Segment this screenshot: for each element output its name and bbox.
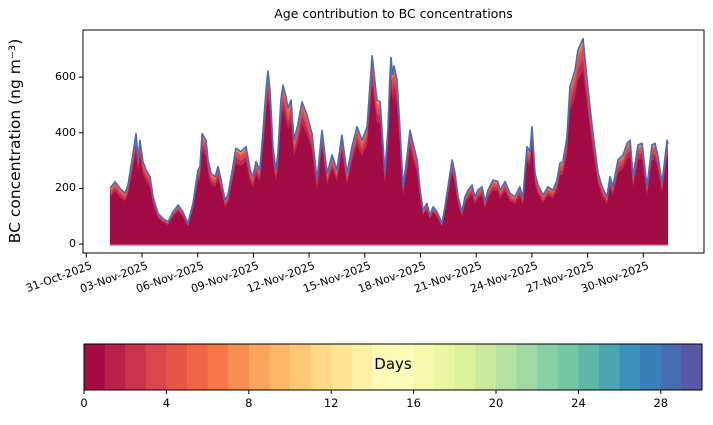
colorbar-segment-28 <box>660 344 682 390</box>
colorbar-tick-label-6: 24 <box>571 396 586 410</box>
colorbar-segment-23 <box>557 344 579 390</box>
colorbar-segment-13 <box>351 344 373 390</box>
total-line <box>109 37 669 225</box>
colorbar-segment-5 <box>187 344 209 390</box>
colorbar-label: Days <box>374 355 412 373</box>
y-tick-label-1: 200 <box>55 181 76 195</box>
colorbar-segment-17 <box>434 344 456 390</box>
colorbar-segment-16 <box>413 344 435 390</box>
colorbar-tick-label-1: 4 <box>162 396 171 410</box>
colorbar-segment-26 <box>619 344 641 390</box>
colorbar-tick-label-0: 0 <box>80 396 88 410</box>
colorbar-segment-15 <box>393 344 415 390</box>
y-tick-label-2: 400 <box>55 125 76 139</box>
colorbar-segment-12 <box>331 344 353 390</box>
y-axis-label: BC concentration (ng m⁻³) <box>6 38 24 244</box>
colorbar-segment-9 <box>269 344 291 390</box>
colorbar-segment-29 <box>681 344 703 390</box>
colorbar-tick-label-4: 16 <box>406 396 421 410</box>
colorbar-segment-7 <box>228 344 250 390</box>
colorbar-segment-10 <box>290 344 312 390</box>
colorbar-segment-24 <box>578 344 600 390</box>
chart-title: Age contribution to BC concentrations <box>274 6 513 21</box>
colorbar-tick-label-3: 12 <box>323 396 339 410</box>
colorbar-segment-0 <box>84 344 106 390</box>
colorbar-segment-22 <box>537 344 559 390</box>
colorbar-segment-6 <box>207 344 229 390</box>
colorbar-segment-14 <box>372 344 394 390</box>
age-layer-6 <box>110 70 668 245</box>
colorbar-segment-1 <box>104 344 126 390</box>
colorbar-tick-label-5: 20 <box>488 396 504 410</box>
colorbar-segment-4 <box>166 344 188 390</box>
colorbar-segment-8 <box>248 344 270 390</box>
colorbar-segment-19 <box>475 344 497 390</box>
colorbar-segment-27 <box>640 344 662 390</box>
y-tick-label-0: 0 <box>69 237 76 251</box>
colorbar-tick-label-7: 28 <box>653 396 669 410</box>
y-tick-label-3: 600 <box>55 70 76 84</box>
colorbar-segment-25 <box>599 344 621 390</box>
colorbar-segment-21 <box>516 344 538 390</box>
colorbar-segment-20 <box>496 344 518 390</box>
colorbar-segment-11 <box>310 344 332 390</box>
colorbar-segment-3 <box>145 344 167 390</box>
colorbar-segment-18 <box>454 344 476 390</box>
colorbar-tick-label-2: 8 <box>245 396 253 410</box>
colorbar-segment-2 <box>125 344 147 390</box>
colorbar-outline <box>83 343 703 391</box>
axes-spines <box>82 29 705 254</box>
